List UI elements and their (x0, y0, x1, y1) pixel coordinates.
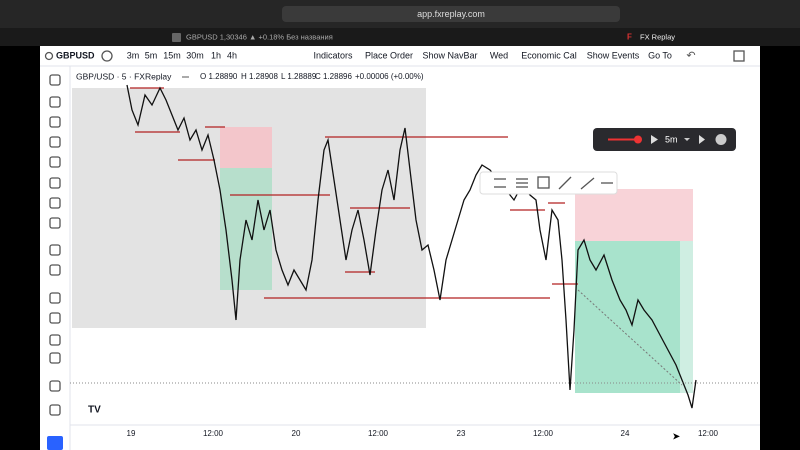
timeframe[interactable]: 15m (163, 50, 181, 60)
play-button[interactable] (651, 135, 658, 144)
add-symbol[interactable] (101, 50, 113, 62)
timeframe[interactable]: 30m (186, 50, 204, 60)
x-tick-label: 19 (127, 429, 136, 438)
tab-bar (0, 28, 800, 46)
toolbar-button[interactable]: Place Order (365, 50, 413, 60)
tool-button[interactable] (49, 136, 61, 148)
cursor: ➤ (672, 432, 680, 443)
url-field[interactable] (282, 6, 620, 22)
price-line (126, 84, 697, 409)
x-tick-label: 12:00 (203, 429, 224, 438)
stop-zone (575, 189, 693, 241)
stop-zone (220, 127, 272, 168)
logo: TV (88, 405, 101, 416)
url: app.fxreplay.com (417, 9, 485, 19)
tool-button[interactable] (49, 352, 61, 364)
target-zone (575, 241, 680, 393)
tool-button[interactable] (49, 96, 61, 108)
legend-title: GBP/USD · 5 · FXReplay (76, 71, 172, 81)
toolbar-button[interactable]: Economic Cal (521, 50, 577, 60)
x-tick-label: 24 (621, 429, 630, 438)
replay-timeframe[interactable]: 5m (665, 134, 678, 144)
tool-button[interactable] (49, 197, 61, 209)
tool-button[interactable] (49, 264, 61, 276)
tool-button[interactable] (49, 74, 61, 86)
tab[interactable]: GBPUSD 1,30346 ▲ +0.18% Без названия (186, 32, 333, 41)
drawing-tools[interactable] (494, 176, 613, 190)
timeframe[interactable]: 4h (227, 50, 237, 60)
undo[interactable]: ↶ (686, 50, 695, 62)
fullscreen[interactable] (733, 50, 745, 62)
timeframe[interactable]: 5m (145, 50, 158, 60)
tool-button[interactable] (49, 177, 61, 189)
target-zone (680, 241, 693, 393)
step-button[interactable] (699, 135, 705, 144)
dropdown[interactable] (684, 138, 690, 141)
ohlc: L 1.28889 (281, 72, 317, 81)
search-icon (44, 51, 54, 61)
x-tick-label: 12:00 (368, 429, 389, 438)
ohlc: +0.00006 (+0.00%) (355, 72, 424, 81)
replay-widget (593, 128, 736, 151)
symbol[interactable]: GBPUSD (56, 50, 95, 60)
x-tick-label: 12:00 (533, 429, 554, 438)
ohlc: H 1.28908 (241, 72, 278, 81)
toolbar-button[interactable]: Show NavBar (422, 50, 477, 60)
tool-button[interactable] (49, 156, 61, 168)
tool-button[interactable] (49, 404, 61, 416)
levels (130, 87, 578, 299)
speed[interactable] (715, 134, 727, 145)
toolbar-button[interactable]: Wed (490, 50, 508, 60)
tool-button[interactable] (49, 312, 61, 324)
ohlc: C 1.28896 (315, 72, 352, 81)
x-tick-label: 12:00 (698, 429, 719, 438)
x-tick-label: 23 (457, 429, 466, 438)
tool-button[interactable] (49, 116, 61, 128)
trend-line (577, 289, 683, 386)
tool-button[interactable] (49, 217, 61, 229)
timeframe[interactable]: 3m (127, 50, 140, 60)
tool-button[interactable] (49, 334, 61, 346)
toolbar-button[interactable]: Go To (648, 50, 672, 60)
tab-icon: F (627, 33, 632, 42)
tool-button[interactable] (49, 244, 61, 256)
timeframe[interactable]: 1h (211, 50, 221, 60)
tool-button[interactable] (47, 436, 63, 450)
tab[interactable]: FX Replay (640, 32, 675, 41)
tool-button[interactable] (49, 292, 61, 304)
tab-icon (172, 33, 181, 42)
ohlc: O 1.28890 (200, 72, 238, 81)
tool-button[interactable] (49, 380, 61, 392)
toolbar-button[interactable]: Show Events (587, 50, 640, 60)
slider-handle[interactable] (634, 135, 642, 144)
x-tick-label: 20 (292, 429, 301, 438)
toolbar-button[interactable]: Indicators (313, 50, 353, 60)
